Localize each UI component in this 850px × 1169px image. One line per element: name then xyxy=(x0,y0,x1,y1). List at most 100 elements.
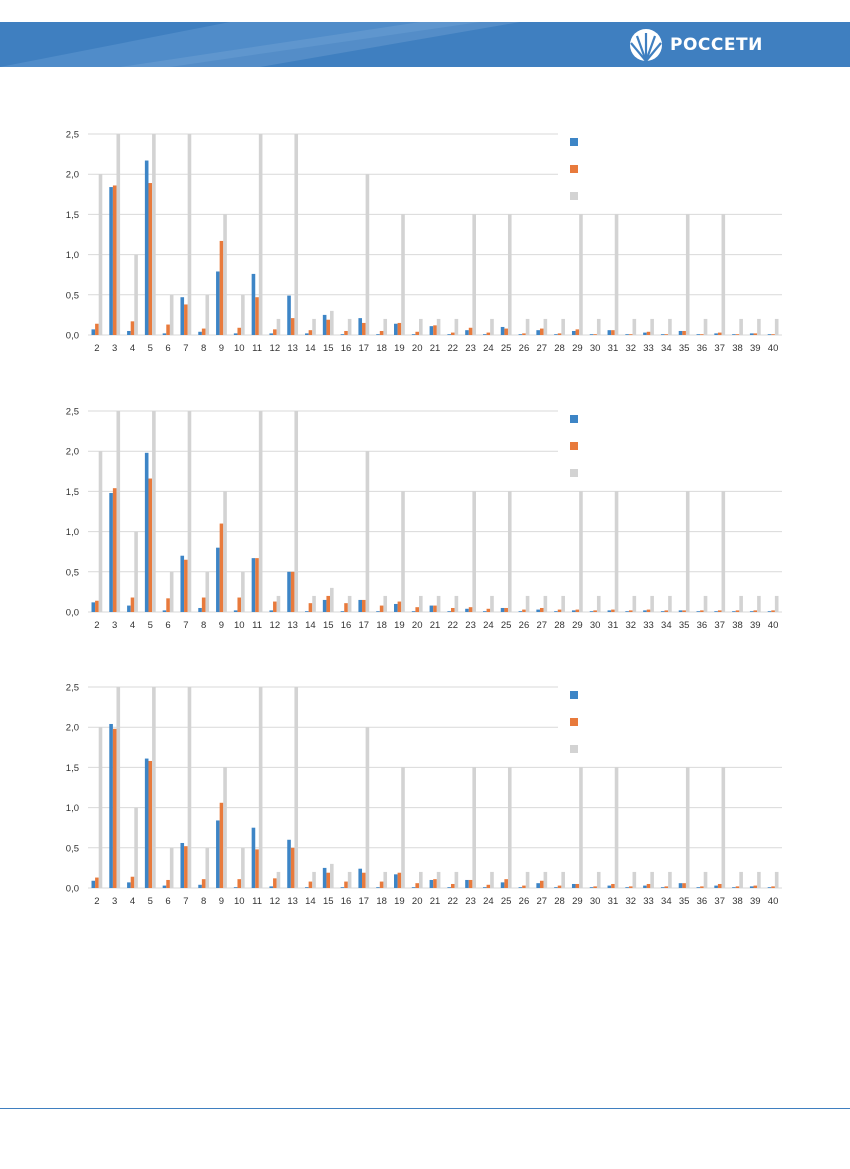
bar-series-2 xyxy=(539,880,544,888)
x-tick-label: 8 xyxy=(201,896,206,907)
bar-series-3 xyxy=(507,491,512,612)
bar-series-3 xyxy=(525,871,530,888)
bar-series-3 xyxy=(561,318,565,335)
bar-series-3 xyxy=(632,871,637,888)
bar-series-1 xyxy=(287,295,291,335)
bar-series-2 xyxy=(450,332,455,335)
bar-series-3 xyxy=(739,871,743,888)
bar-series-3 xyxy=(596,595,601,612)
bar-series-3 xyxy=(721,214,726,335)
bar-series-3 xyxy=(757,318,761,335)
bar-series-2 xyxy=(344,603,348,612)
x-tick-label: 21 xyxy=(430,620,441,631)
bar-series-3 xyxy=(454,871,459,888)
bar-series-2 xyxy=(433,325,437,335)
x-tick-label: 24 xyxy=(483,896,494,907)
bar-series-1 xyxy=(305,887,309,888)
bar-series-3 xyxy=(152,687,156,888)
bar-series-1 xyxy=(144,452,149,612)
bar-series-1 xyxy=(589,334,594,335)
bar-series-1 xyxy=(394,603,398,612)
bar-series-1 xyxy=(536,883,540,888)
bar-series-3 xyxy=(294,411,299,612)
y-tick-label: 0,5 xyxy=(66,567,79,578)
bar-series-1 xyxy=(536,609,540,612)
bar-series-1 xyxy=(465,330,469,335)
x-tick-label: 26 xyxy=(519,343,530,354)
bar-series-2 xyxy=(344,330,348,335)
bar-series-1 xyxy=(482,887,487,888)
bar-series-1 xyxy=(216,547,220,612)
bar-series-3 xyxy=(330,310,334,335)
bar-series-3 xyxy=(703,318,708,335)
bar-series-3 xyxy=(294,687,299,888)
bar-series-2 xyxy=(504,607,508,612)
legend-swatch-3 xyxy=(570,745,578,753)
x-tick-label: 33 xyxy=(643,896,654,907)
x-tick-label: 21 xyxy=(430,896,441,907)
bar-series-2 xyxy=(450,607,455,612)
bar-series-1 xyxy=(571,883,576,888)
x-tick-label: 28 xyxy=(554,620,565,631)
bar-series-1 xyxy=(162,885,167,888)
bar-series-3 xyxy=(419,871,423,888)
bar-series-2 xyxy=(682,883,686,888)
bar-series-1 xyxy=(109,723,113,888)
x-tick-label: 38 xyxy=(732,896,743,907)
bar-series-2 xyxy=(255,849,259,888)
x-tick-label: 32 xyxy=(625,343,636,354)
bar-series-2 xyxy=(166,598,170,612)
bar-series-1 xyxy=(749,611,754,612)
legend-swatch-2 xyxy=(570,442,578,450)
bar-series-2 xyxy=(557,885,562,888)
bar-series-3 xyxy=(223,767,227,888)
bar-series-3 xyxy=(347,595,352,612)
bar-series-1 xyxy=(411,887,416,888)
bar-series-1 xyxy=(482,334,487,335)
bar-series-1 xyxy=(643,332,647,335)
bar-series-2 xyxy=(611,609,615,612)
bar-series-3 xyxy=(543,318,548,335)
x-tick-label: 19 xyxy=(394,343,405,354)
x-tick-label: 2 xyxy=(94,343,99,354)
bar-series-1 xyxy=(767,887,772,888)
x-tick-label: 30 xyxy=(590,343,601,354)
x-tick-label: 20 xyxy=(412,620,423,631)
bar-series-3 xyxy=(134,807,138,888)
x-tick-label: 4 xyxy=(130,343,135,354)
bar-series-3 xyxy=(757,871,761,888)
x-tick-label: 12 xyxy=(270,620,281,631)
x-tick-label: 13 xyxy=(287,343,298,354)
x-tick-label: 40 xyxy=(768,343,779,354)
bar-series-2 xyxy=(184,559,188,612)
bar-series-2 xyxy=(219,240,224,335)
bar-series-2 xyxy=(130,597,135,612)
x-tick-label: 17 xyxy=(359,343,370,354)
bar-series-2 xyxy=(166,324,170,335)
x-tick-label: 28 xyxy=(554,896,565,907)
bar-series-3 xyxy=(276,318,281,335)
harmonics-chart-1: 0,0 0,5 1,0 1,5 2,0 2,5 2 3 4 5 6 7 8 9 10 11 12 13 14 15 16… xyxy=(0,118,850,358)
bar-series-2 xyxy=(700,610,704,612)
bar-series-1 xyxy=(500,607,505,612)
bar-series-1 xyxy=(429,879,434,888)
x-tick-label: 27 xyxy=(536,620,547,631)
bar-series-3 xyxy=(205,847,210,888)
bar-series-3 xyxy=(739,318,743,335)
bar-series-1 xyxy=(429,605,434,612)
bar-series-3 xyxy=(116,411,121,612)
bar-series-1 xyxy=(482,611,487,612)
bar-series-3 xyxy=(507,767,512,888)
bar-series-2 xyxy=(95,600,99,612)
bar-series-3 xyxy=(330,863,334,888)
bar-series-2 xyxy=(344,881,348,888)
bar-series-2 xyxy=(753,333,758,335)
x-tick-label: 19 xyxy=(394,620,405,631)
bar-series-3 xyxy=(241,294,245,335)
bar-series-3 xyxy=(152,134,156,335)
bar-series-2 xyxy=(290,571,295,612)
x-tick-label: 9 xyxy=(219,896,224,907)
bar-series-3 xyxy=(668,318,672,335)
bar-series-2 xyxy=(201,328,206,335)
x-tick-label: 5 xyxy=(148,896,153,907)
